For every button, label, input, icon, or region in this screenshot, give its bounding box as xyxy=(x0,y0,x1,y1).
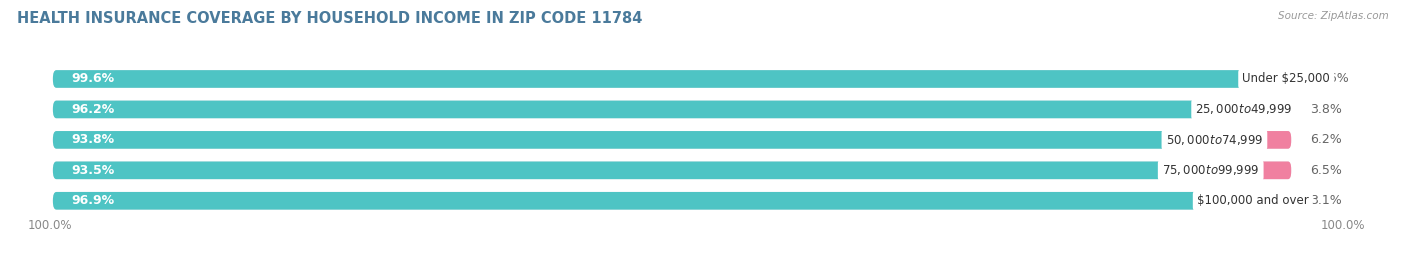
Text: 99.6%: 99.6% xyxy=(72,72,114,86)
Text: 93.5%: 93.5% xyxy=(72,164,115,177)
Text: Source: ZipAtlas.com: Source: ZipAtlas.com xyxy=(1278,11,1389,21)
FancyBboxPatch shape xyxy=(53,161,1291,179)
Text: 3.8%: 3.8% xyxy=(1310,103,1341,116)
Text: 96.2%: 96.2% xyxy=(72,103,115,116)
FancyBboxPatch shape xyxy=(1244,101,1291,118)
FancyBboxPatch shape xyxy=(53,101,1291,118)
Text: 6.5%: 6.5% xyxy=(1310,164,1341,177)
FancyBboxPatch shape xyxy=(1253,192,1291,210)
FancyBboxPatch shape xyxy=(53,192,1253,210)
Text: 96.9%: 96.9% xyxy=(72,194,114,207)
Text: 6.2%: 6.2% xyxy=(1310,133,1341,146)
Text: $25,000 to $49,999: $25,000 to $49,999 xyxy=(1195,102,1294,116)
FancyBboxPatch shape xyxy=(53,192,1291,210)
Text: 100.0%: 100.0% xyxy=(1322,219,1365,232)
FancyBboxPatch shape xyxy=(53,101,1244,118)
Text: 100.0%: 100.0% xyxy=(28,219,73,232)
FancyBboxPatch shape xyxy=(1215,131,1291,149)
Text: Under $25,000: Under $25,000 xyxy=(1243,72,1330,86)
Text: $75,000 to $99,999: $75,000 to $99,999 xyxy=(1161,163,1260,177)
FancyBboxPatch shape xyxy=(1286,70,1291,88)
FancyBboxPatch shape xyxy=(53,131,1291,149)
FancyBboxPatch shape xyxy=(1211,161,1291,179)
FancyBboxPatch shape xyxy=(53,70,1286,88)
Text: 0.36%: 0.36% xyxy=(1309,72,1348,86)
Text: $50,000 to $74,999: $50,000 to $74,999 xyxy=(1166,133,1263,147)
FancyBboxPatch shape xyxy=(53,131,1215,149)
Text: 93.8%: 93.8% xyxy=(72,133,114,146)
FancyBboxPatch shape xyxy=(53,70,1291,88)
Text: $100,000 and over: $100,000 and over xyxy=(1197,194,1309,207)
Text: HEALTH INSURANCE COVERAGE BY HOUSEHOLD INCOME IN ZIP CODE 11784: HEALTH INSURANCE COVERAGE BY HOUSEHOLD I… xyxy=(17,11,643,26)
FancyBboxPatch shape xyxy=(53,161,1211,179)
Text: 3.1%: 3.1% xyxy=(1310,194,1341,207)
